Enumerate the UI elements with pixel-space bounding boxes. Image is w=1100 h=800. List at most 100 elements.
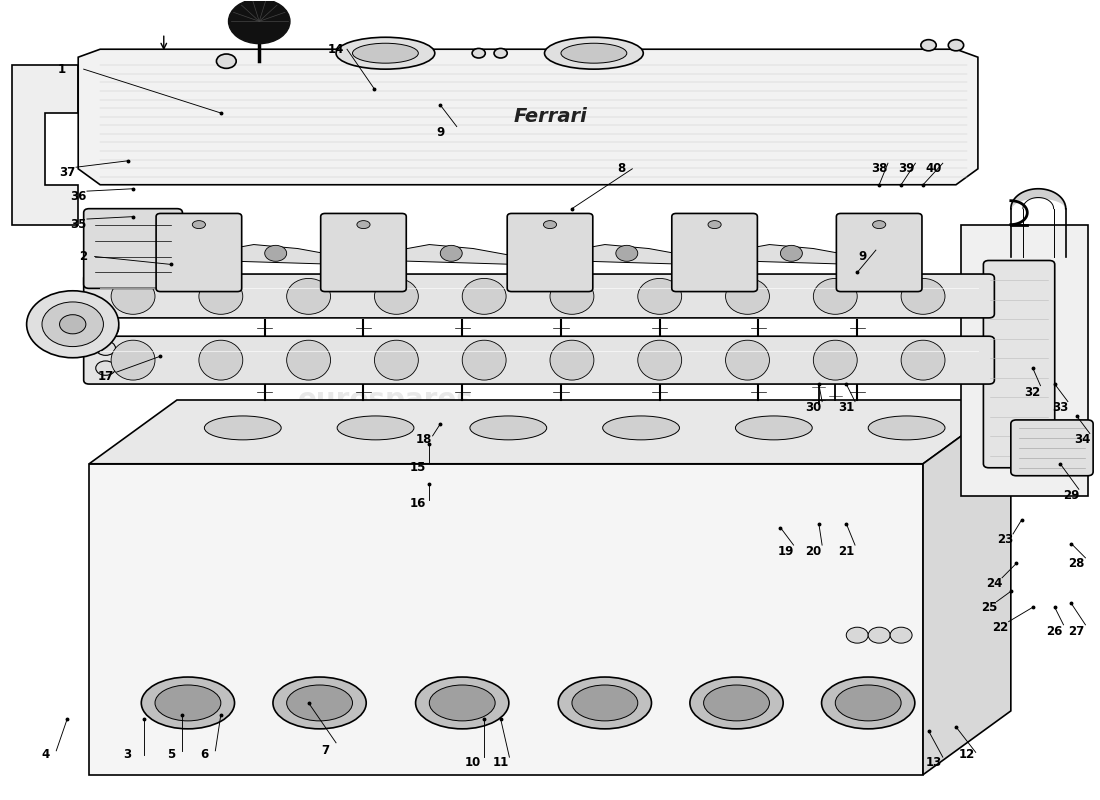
Ellipse shape <box>638 278 682 314</box>
Ellipse shape <box>736 416 812 440</box>
Ellipse shape <box>155 685 221 721</box>
Ellipse shape <box>704 685 769 721</box>
Text: 28: 28 <box>1068 557 1085 570</box>
Circle shape <box>868 627 890 643</box>
Text: 9: 9 <box>859 250 867 263</box>
Text: 7: 7 <box>321 744 329 758</box>
Text: 25: 25 <box>981 601 997 614</box>
Ellipse shape <box>217 54 236 68</box>
Text: 10: 10 <box>465 756 482 770</box>
Text: 27: 27 <box>1068 625 1085 638</box>
Text: 29: 29 <box>1063 489 1079 502</box>
Text: Ferrari: Ferrari <box>513 107 587 126</box>
Ellipse shape <box>470 416 547 440</box>
Text: 17: 17 <box>98 370 113 382</box>
Ellipse shape <box>708 221 722 229</box>
Ellipse shape <box>921 40 936 51</box>
Circle shape <box>616 246 638 262</box>
FancyBboxPatch shape <box>321 214 406 291</box>
Circle shape <box>440 246 462 262</box>
Text: 35: 35 <box>70 218 87 231</box>
Text: 15: 15 <box>410 462 427 474</box>
Text: 13: 13 <box>926 756 943 770</box>
Text: 31: 31 <box>838 402 855 414</box>
Ellipse shape <box>868 416 945 440</box>
Circle shape <box>59 314 86 334</box>
Circle shape <box>780 246 802 262</box>
Ellipse shape <box>813 340 857 380</box>
Circle shape <box>96 361 115 375</box>
Text: 12: 12 <box>959 748 975 762</box>
Circle shape <box>42 302 103 346</box>
FancyBboxPatch shape <box>672 214 758 291</box>
Text: 5: 5 <box>167 748 176 762</box>
Ellipse shape <box>572 685 638 721</box>
Ellipse shape <box>561 43 627 63</box>
Ellipse shape <box>690 677 783 729</box>
Ellipse shape <box>356 221 370 229</box>
Ellipse shape <box>462 340 506 380</box>
Text: 34: 34 <box>1074 434 1090 446</box>
FancyBboxPatch shape <box>84 274 994 318</box>
Polygon shape <box>561 245 693 265</box>
Text: 6: 6 <box>200 748 209 762</box>
Circle shape <box>890 627 912 643</box>
Ellipse shape <box>374 340 418 380</box>
Ellipse shape <box>472 49 485 58</box>
Ellipse shape <box>462 278 506 314</box>
Text: 11: 11 <box>493 756 508 770</box>
Ellipse shape <box>544 38 644 69</box>
Text: 24: 24 <box>987 577 1002 590</box>
Text: 4: 4 <box>41 748 50 762</box>
Ellipse shape <box>205 416 282 440</box>
Text: 39: 39 <box>899 162 915 175</box>
Text: 32: 32 <box>1025 386 1041 398</box>
Text: 30: 30 <box>805 402 822 414</box>
Circle shape <box>265 246 287 262</box>
FancyBboxPatch shape <box>156 214 242 291</box>
Ellipse shape <box>726 340 769 380</box>
Ellipse shape <box>901 340 945 380</box>
Polygon shape <box>78 50 978 185</box>
Text: 38: 38 <box>871 162 888 175</box>
Text: 23: 23 <box>998 533 1013 546</box>
Ellipse shape <box>558 677 651 729</box>
Text: 26: 26 <box>1046 625 1063 638</box>
FancyBboxPatch shape <box>983 261 1055 468</box>
Ellipse shape <box>835 685 901 721</box>
Text: 20: 20 <box>805 545 822 558</box>
Text: 40: 40 <box>926 162 943 175</box>
Circle shape <box>96 341 115 355</box>
FancyBboxPatch shape <box>1011 420 1093 476</box>
FancyBboxPatch shape <box>84 336 994 384</box>
Ellipse shape <box>374 278 418 314</box>
Ellipse shape <box>550 278 594 314</box>
Ellipse shape <box>111 278 155 314</box>
Circle shape <box>229 0 290 44</box>
Text: 1: 1 <box>57 62 66 76</box>
Polygon shape <box>210 245 341 265</box>
Ellipse shape <box>336 38 434 69</box>
Ellipse shape <box>822 677 915 729</box>
Polygon shape <box>923 400 1011 774</box>
Ellipse shape <box>287 278 331 314</box>
FancyBboxPatch shape <box>507 214 593 291</box>
FancyBboxPatch shape <box>836 214 922 291</box>
Circle shape <box>846 627 868 643</box>
Ellipse shape <box>603 416 680 440</box>
Polygon shape <box>385 245 517 265</box>
Ellipse shape <box>813 278 857 314</box>
Ellipse shape <box>416 677 509 729</box>
Polygon shape <box>89 464 923 774</box>
Ellipse shape <box>429 685 495 721</box>
Ellipse shape <box>494 49 507 58</box>
Ellipse shape <box>337 416 414 440</box>
Polygon shape <box>961 225 1088 496</box>
Ellipse shape <box>352 43 418 63</box>
FancyBboxPatch shape <box>84 209 183 288</box>
Ellipse shape <box>111 340 155 380</box>
Text: 3: 3 <box>123 748 132 762</box>
Text: 2: 2 <box>79 250 88 263</box>
Text: eurospares: eurospares <box>612 414 752 434</box>
Ellipse shape <box>726 278 769 314</box>
